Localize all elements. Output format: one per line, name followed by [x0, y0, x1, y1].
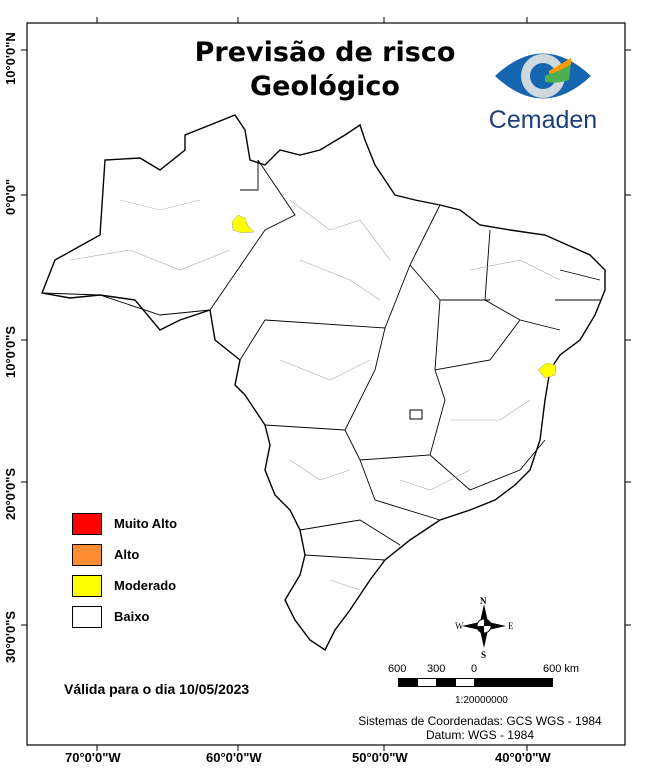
valid-date: Válida para o dia 10/05/2023	[64, 681, 250, 697]
lon-tick-label: 60°0'0"W	[206, 750, 262, 765]
scale-ratio: 1:20000000	[455, 695, 508, 706]
cemaden-logo: Cemaden	[488, 46, 598, 135]
lat-tick-label: 10°0'0"N	[3, 32, 18, 85]
map-title: Previsão de risco Geológico	[150, 36, 500, 104]
legend-item-alto: Alto	[72, 539, 177, 570]
compass-rose	[462, 604, 506, 648]
legend-swatch	[72, 543, 102, 566]
lat-tick-label: 0°0'0"	[3, 178, 18, 215]
title-line-2: Geológico	[250, 71, 400, 102]
brazil-outline	[41, 114, 606, 652]
scale-label: 300	[427, 663, 446, 675]
lon-tick-label: 40°0'0"W	[495, 750, 551, 765]
crs-text: Sistemas de Coordenadas: GCS WGS - 1984	[358, 714, 602, 728]
legend-label: Alto	[114, 547, 140, 562]
risk-area-moderado-bahia	[537, 362, 557, 379]
lat-tick-label: 10°0'0"S	[3, 325, 18, 378]
legend-label: Baixo	[114, 609, 150, 624]
legend-item-moderado: Moderado	[72, 570, 177, 601]
logo-text: Cemaden	[488, 106, 598, 134]
lat-tick-label: 30°0'0"S	[3, 610, 18, 663]
scale-bar	[398, 678, 553, 687]
eye-logo-icon	[495, 53, 591, 99]
title-line-1: Previsão de risco	[194, 37, 456, 68]
scale-label: 600 km	[543, 663, 580, 675]
compass-e: E	[508, 621, 514, 631]
lon-tick-label: 50°0'0"W	[352, 750, 408, 765]
legend-item-baixo: Baixo	[72, 601, 177, 632]
datum-text: Datum: WGS - 1984	[425, 728, 535, 742]
legend-swatch	[72, 605, 102, 628]
coordinate-info: Sistemas de Coordenadas: GCS WGS - 1984 …	[340, 714, 620, 742]
legend-label: Muito Alto	[114, 516, 178, 531]
risk-area-moderado-amazonas	[231, 214, 255, 234]
legend-item-muito-alto: Muito Alto	[72, 508, 177, 539]
scale-label: 0	[471, 663, 478, 675]
compass-s: S	[481, 650, 487, 660]
federal-district	[409, 409, 423, 420]
scale-label: 600	[388, 663, 407, 675]
state-borders	[41, 159, 601, 561]
graticule-ticks	[21, 17, 631, 751]
map-frame	[26, 22, 626, 746]
municipal-borders	[69, 199, 561, 591]
compass-n: N	[480, 596, 487, 606]
legend: Muito Alto Alto Moderado Baixo	[72, 508, 177, 632]
legend-swatch	[72, 574, 102, 597]
lat-tick-label: 20°0'0"S	[3, 467, 18, 520]
legend-swatch	[72, 512, 102, 535]
lon-tick-label: 70°0'0"W	[65, 750, 121, 765]
legend-label: Moderado	[114, 578, 177, 593]
compass-w: W	[455, 621, 464, 631]
